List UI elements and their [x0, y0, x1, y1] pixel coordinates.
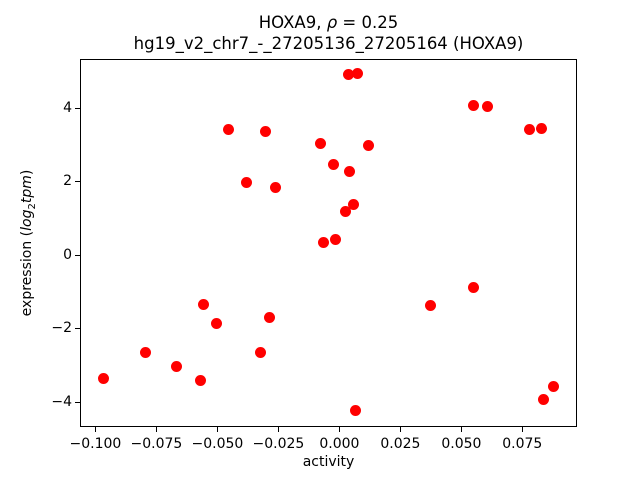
plot-area [80, 59, 577, 427]
x-tick-label: −0.025 [252, 436, 305, 452]
y-tick-mark [75, 181, 80, 183]
scatter-point [538, 394, 550, 406]
y-tick-mark [75, 254, 80, 256]
y-tick-mark [75, 328, 80, 330]
y-axis-label: expression (log2tpm) [19, 169, 38, 317]
scatter-point [194, 374, 206, 386]
chart-title: HOXA9, ρ = 0.25 hg19_v2_chr7_-_27205136_… [80, 12, 577, 54]
scatter-point [363, 140, 375, 152]
title-rho-value: = 0.25 [337, 13, 399, 32]
scatter-point [240, 177, 252, 189]
chart-title-line1: HOXA9, ρ = 0.25 [80, 12, 577, 33]
x-tick-mark [277, 427, 279, 432]
scatter-point [340, 206, 352, 218]
scatter-point [344, 165, 356, 177]
y-tick-label: 0 [63, 246, 72, 263]
x-tick-label: 0.075 [502, 436, 543, 452]
scatter-point [523, 123, 535, 135]
x-tick-label: 0.050 [441, 436, 482, 452]
scatter-point [342, 69, 354, 81]
x-tick-label: −0.075 [130, 436, 183, 452]
scatter-point [98, 373, 110, 384]
scatter-point [468, 282, 479, 294]
scatter-point [351, 67, 363, 79]
x-tick-label: −0.100 [69, 436, 122, 452]
x-tick-mark [521, 427, 523, 432]
title-gene: HOXA9, [258, 13, 327, 32]
x-tick-mark [216, 427, 218, 432]
scatter-point [170, 361, 182, 373]
scatter-point [350, 405, 362, 416]
y-tick-label: −2 [51, 320, 72, 337]
scatter-point [259, 125, 271, 137]
y-tick-label: 2 [63, 173, 72, 190]
x-axis-label: activity [302, 454, 355, 470]
scatter-point [222, 124, 234, 135]
y-tick-label: 4 [63, 99, 72, 116]
scatter-point [548, 380, 560, 392]
scatter-point [482, 100, 494, 112]
scatter-point [270, 181, 282, 193]
scatter-point [328, 158, 340, 170]
x-tick-label: −0.050 [191, 436, 244, 452]
scatter-point [264, 312, 276, 324]
scatter-point [535, 122, 547, 134]
scatter-point [348, 198, 360, 210]
y-tick-mark [75, 401, 80, 403]
x-tick-label: 0.025 [380, 436, 421, 452]
scatter-point [254, 347, 266, 359]
scatter-point [330, 233, 341, 245]
scatter-point [468, 100, 479, 112]
x-tick-mark [338, 427, 340, 432]
scatter-point [140, 347, 152, 359]
x-tick-mark [94, 427, 96, 432]
rho-symbol: ρ [326, 13, 338, 32]
scatter-point [210, 317, 222, 329]
y-tick-mark [75, 107, 80, 109]
chart-subtitle: hg19_v2_chr7_-_27205136_27205164 (HOXA9) [133, 34, 524, 53]
scatter-point [314, 137, 326, 149]
x-tick-mark [155, 427, 157, 432]
scatter-point [198, 298, 210, 310]
y-tick-label: −4 [51, 393, 72, 410]
x-tick-mark [399, 427, 401, 432]
scatter-point [317, 237, 329, 249]
scatter-point [424, 300, 436, 312]
x-tick-mark [460, 427, 462, 432]
x-tick-label: 0.000 [319, 436, 360, 452]
